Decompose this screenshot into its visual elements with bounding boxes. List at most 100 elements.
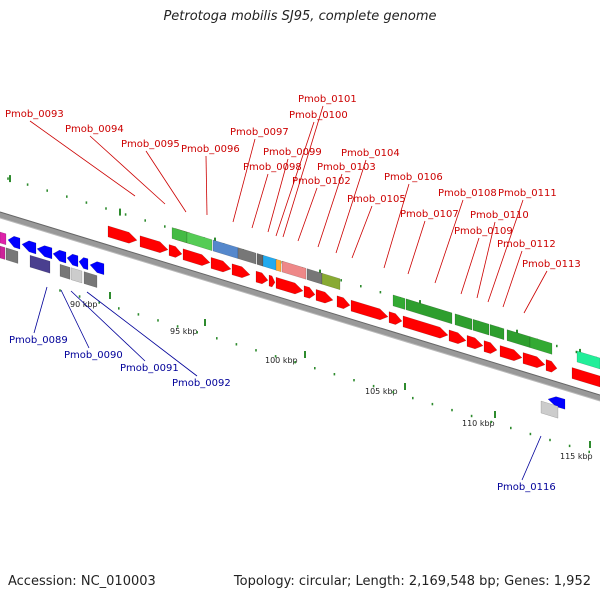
label-leader-line [205,155,208,216]
forward-gene [210,257,232,273]
feature-block [392,294,406,310]
forward-gene-label: Pmob_0109 [454,226,513,237]
reverse-gene [0,231,7,246]
feature-block [83,271,98,288]
feature-block [0,245,6,260]
forward-gene [466,335,484,350]
label-leaders [29,105,548,481]
forward-gene-label: Pmob_0105 [347,194,406,205]
label-leader-line [407,220,426,275]
ruler-label: 90 kbp [70,300,98,309]
label-leader-line [89,135,166,205]
feature-block [472,318,490,336]
ruler-minor-tick [105,207,107,210]
forward-gene-label: Pmob_0095 [121,139,180,150]
reverse-gene [547,396,566,410]
reverse-gene-label: Pmob_0092 [172,378,231,389]
forward-gene-label: Pmob_0096 [181,144,240,155]
accession-footer: Accession: NC_010003 [8,574,156,589]
forward-gene [303,285,316,299]
forward-gene-label: Pmob_0098 [243,162,302,173]
label-leader-line [476,221,496,299]
feature-block [576,350,600,370]
ruler-minor-tick [235,343,238,346]
feature-block [186,231,213,252]
reverse-gene-label: Pmob_0091 [120,363,179,374]
reverse-gene [7,236,21,250]
forward-gene [268,274,276,288]
forward-gene [275,276,304,295]
forward-gene [350,299,389,321]
forward-gene-label: Pmob_0094 [65,124,124,135]
forward-gene-label: Pmob_0112 [497,239,556,250]
ruler-major-tick [204,319,206,326]
label-leader-line [86,291,198,377]
ruler-minor-tick [118,307,120,310]
label-leader-line [232,138,256,223]
ruler-minor-tick [392,390,394,394]
label-leader-line [60,289,90,349]
forward-gene-label: Pmob_0108 [438,188,497,199]
ruler-minor-tick [549,438,551,442]
ruler-label: 105 kbp [365,387,398,396]
ruler-label: 95 kbp [170,327,198,336]
ruler-minor-tick [46,189,48,192]
ruler-minor-tick [144,219,146,222]
label-leader-line [523,270,548,314]
forward-gene-label: Pmob_0100 [289,110,348,121]
reverse-gene-label: Pmob_0090 [64,350,123,361]
ruler-minor-tick [353,379,355,382]
label-leader-line [383,183,410,269]
reverse-gene [36,245,53,260]
ruler-minor-tick [470,414,473,418]
label-leader-line [145,150,187,213]
forward-gene [448,329,467,344]
forward-gene [499,345,523,362]
ruler-minor-tick [333,373,336,376]
feature-block [540,400,559,419]
label-leader-line [434,199,464,284]
ruler-major-tick [109,292,111,299]
label-leader-line [275,121,315,237]
feature-block [529,336,553,355]
forward-gene-label: Pmob_0113 [522,259,581,270]
label-leader-line [317,173,343,248]
reverse-gene-label: Pmob_0116 [497,482,556,493]
feature-block [454,313,473,331]
ruler-minor-tick [66,195,68,198]
accession-value: NC_010003 [80,574,156,589]
ruler-minor-tick [340,279,342,282]
forward-gene [388,311,403,325]
feature-block [237,247,257,265]
ruler-label: 100 kbp [265,356,298,365]
ruler-major-tick [9,175,11,183]
feature-block [171,227,188,244]
label-leader-line [297,187,318,242]
ruler-minor-tick [124,213,127,216]
label-leader-line [335,159,367,254]
ruler-minor-tick [431,402,434,406]
forward-gene-label: Pmob_0093 [5,109,64,120]
accession-label: Accession: [8,574,77,589]
ruler-major-tick [589,441,591,448]
forward-gene [182,248,211,266]
ruler-minor-tick [510,426,512,430]
feature-block [506,329,531,348]
genome-backbone [0,211,600,402]
ruler-minor-tick [59,289,61,292]
ruler-minor-tick [176,325,179,328]
forward-gene [571,367,600,388]
forward-gene [402,315,449,339]
label-leader-line [351,205,373,259]
forward-gene [107,225,138,244]
ruler-minor-tick [588,450,590,454]
ruler-minor-tick [314,367,316,370]
label-leader-line [502,250,523,308]
forward-gene-label: Pmob_0110 [470,210,529,221]
ruler-minor-tick [137,313,140,316]
forward-gene-label: Pmob_0111 [498,188,557,199]
label-leader-line [251,173,269,229]
ruler-minor-tick [556,344,558,348]
